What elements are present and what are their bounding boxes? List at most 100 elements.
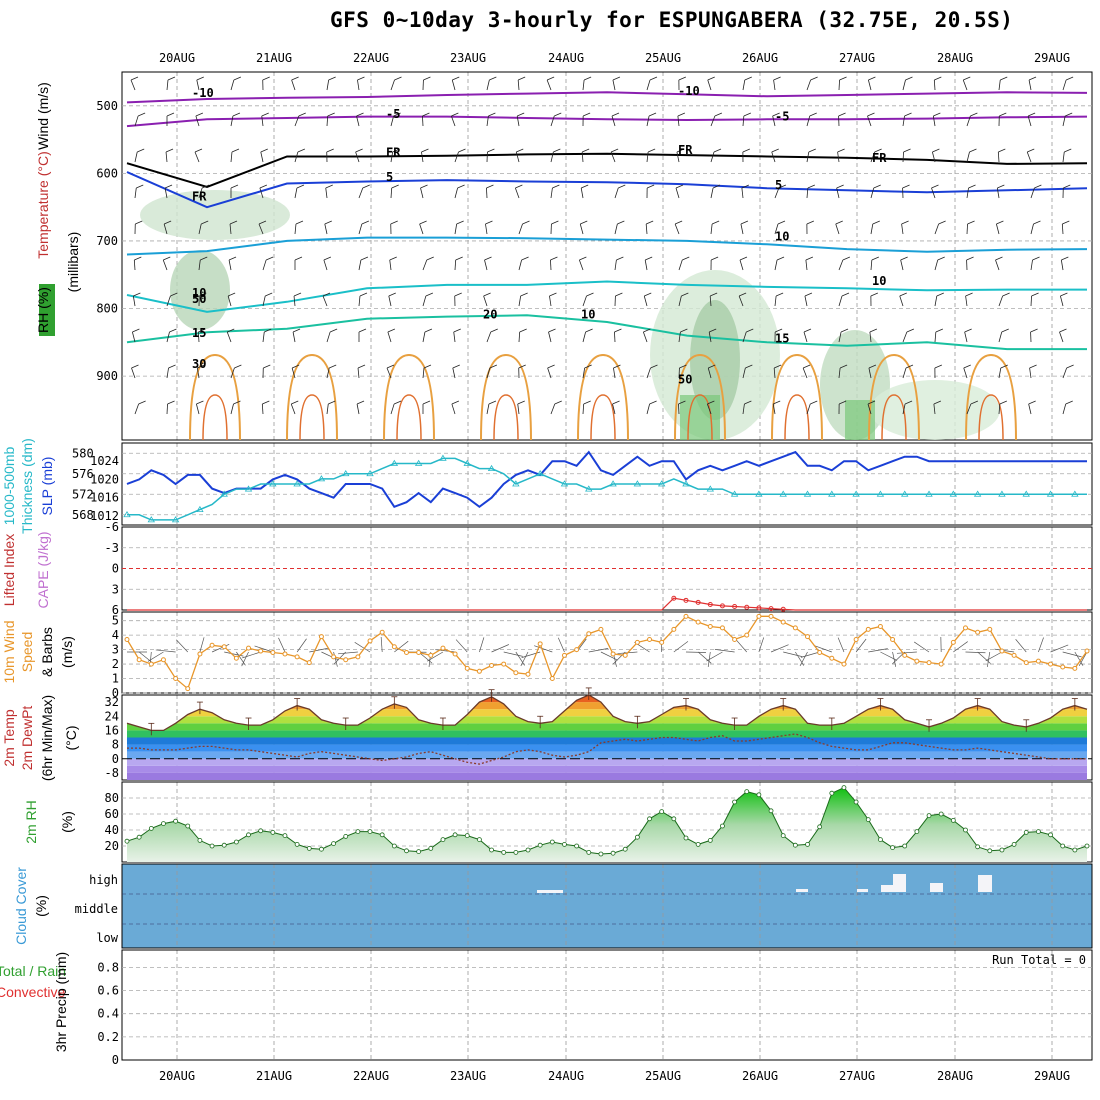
thickness-marker <box>803 490 812 497</box>
wind-barb-flag <box>839 76 847 81</box>
wind-barb-10m <box>520 651 529 667</box>
chart-title: GFS 0~10day 3-hourly for ESPUNGABERA (32… <box>330 8 1014 32</box>
wind-barb <box>997 151 1000 163</box>
wind-barb <box>388 295 392 307</box>
rh-point <box>379 832 385 838</box>
wind-barb-flag <box>841 292 850 297</box>
wind-barb-flag <box>999 400 1007 405</box>
wind-barb <box>291 367 296 379</box>
wind-barb-flag <box>777 220 786 225</box>
label-convective: Convective <box>0 984 65 1000</box>
wind-barb <box>452 367 456 379</box>
wind-barb-flag <box>738 292 747 297</box>
wind-barb <box>870 259 873 271</box>
date-label-top: 25AUG <box>645 51 681 65</box>
lifted-index-point <box>744 604 750 610</box>
wind-barb-flag <box>710 256 719 261</box>
wind-barb-flag <box>195 112 204 117</box>
wind-barb <box>902 151 904 163</box>
wind-barb-10m <box>1038 637 1044 653</box>
wind-tick: 4 <box>112 628 119 642</box>
wind-barb-flag <box>424 328 433 333</box>
wind-barb-10m <box>176 639 189 653</box>
wind-barb <box>226 331 232 343</box>
thickness-tick: 572 <box>72 487 94 501</box>
wind-barb-flag <box>937 256 945 261</box>
wind-barb <box>934 259 939 271</box>
wind-barb-flag <box>809 112 817 117</box>
wind-barb <box>741 187 744 199</box>
wind-barb-flag <box>582 148 590 153</box>
wind-barb <box>838 295 843 307</box>
wind-barb-flag <box>612 76 621 81</box>
wind-barb-flag <box>739 256 748 261</box>
wind-speed-point <box>501 661 507 667</box>
wind-barb-flag <box>394 76 402 81</box>
wind-barb-flag <box>611 112 620 117</box>
wind-barb <box>228 259 232 271</box>
wind-barb <box>614 331 616 343</box>
isotherm-label: -10 <box>192 86 214 100</box>
wind-barb-flag <box>392 148 400 153</box>
wind-barb-flag <box>138 400 146 405</box>
wind-barb-flag <box>968 184 976 189</box>
wind-barb-flag <box>230 184 239 189</box>
wind-barb-flag <box>452 364 460 369</box>
wind-barb-flag <box>553 148 561 153</box>
rh-point <box>452 832 458 838</box>
label-2m-dewpt: 2m DewPt <box>19 706 35 771</box>
wind-barb-flag <box>420 184 428 189</box>
date-label-bottom: 25AUG <box>645 1069 681 1083</box>
wind-barb-flag <box>710 292 718 297</box>
wind-barb-flag <box>838 400 847 405</box>
thickness-marker <box>828 490 836 497</box>
li-tick: 0 <box>112 562 119 576</box>
wind-barb-flag <box>903 148 911 153</box>
wind-barb-flag <box>643 328 651 333</box>
wind-speed-point <box>574 647 580 653</box>
rh-point <box>282 833 288 838</box>
rh-point <box>319 846 324 852</box>
rh-point <box>817 824 823 830</box>
warm-contour <box>784 394 810 441</box>
wind-barb <box>133 259 136 271</box>
rh-point <box>306 846 312 851</box>
wind-barb-flag <box>356 112 364 117</box>
wind-barb <box>1030 187 1035 199</box>
wind-speed-point <box>489 663 495 669</box>
wind-barb-10m <box>685 651 706 653</box>
wind-barb-flag <box>1066 364 1074 369</box>
wind-barb-flag <box>616 256 624 261</box>
thickness-marker <box>633 480 642 487</box>
wind-speed-point <box>975 629 981 635</box>
wind-barb-flag <box>676 148 685 153</box>
slp-tick: 1016 <box>90 491 119 505</box>
date-label-top: 29AUG <box>1034 51 1070 65</box>
isotherm-label: -5 <box>775 110 789 124</box>
thickness-marker <box>366 469 374 477</box>
high-cloud-bar <box>881 885 893 892</box>
wind-barb-flag <box>133 292 141 297</box>
wind-barb-flag <box>234 364 242 369</box>
wind-barb-flag <box>488 112 496 117</box>
wind-barb-flag <box>868 364 877 369</box>
wind-barb <box>358 295 361 307</box>
wind-barb-10m <box>503 651 523 657</box>
panel-precip <box>121 949 1093 1061</box>
wind-barb <box>422 367 425 379</box>
label-cape: CAPE (J/kg) <box>35 531 51 608</box>
precip-tick: 0.6 <box>97 984 119 998</box>
wind-barb-flag <box>1033 220 1041 225</box>
wind-barb-flag <box>227 328 235 333</box>
wind-barb-flag <box>618 184 626 189</box>
isotherm-line <box>126 280 1087 313</box>
wind-barb <box>290 403 296 415</box>
wind-speed-point <box>683 613 689 619</box>
label-rh-units: (%) <box>59 811 75 833</box>
wind-barb-flag <box>836 184 844 189</box>
wind-barb <box>516 115 520 127</box>
cloud-tick: high <box>89 873 118 887</box>
wind-barb-flag <box>902 184 910 189</box>
wind-barb <box>995 259 1000 271</box>
